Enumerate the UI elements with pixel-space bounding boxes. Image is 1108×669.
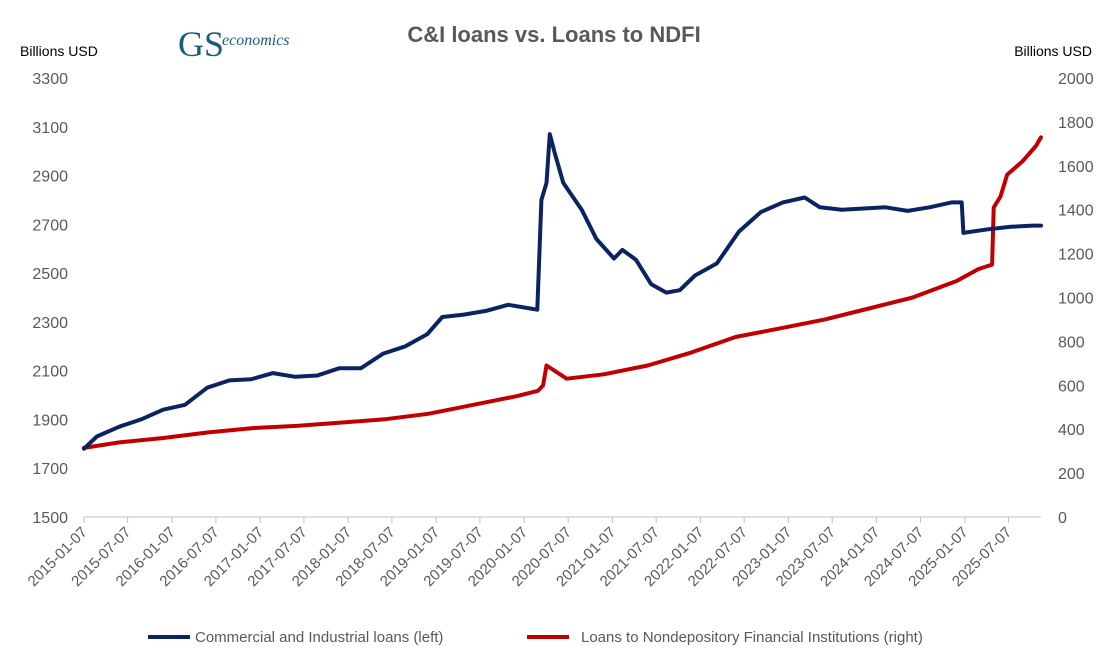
gs-economics-logo: GS economics: [178, 24, 290, 64]
left-y-tick-label: 2300: [32, 315, 68, 332]
series-line-cil: [82, 132, 1043, 451]
x-axis-ticks: 2015-01-072015-07-072016-01-072016-07-07…: [25, 517, 1015, 590]
left-y-tick-label: 3300: [32, 71, 68, 88]
right-y-tick-label: 1000: [1058, 291, 1094, 308]
right-y-tick-label: 0: [1058, 510, 1067, 527]
left-y-tick-label: 1700: [32, 461, 68, 478]
right-y-tick-label: 1600: [1058, 159, 1094, 176]
left-y-tick-label: 1500: [32, 510, 68, 527]
left-y-tick-label: 3100: [32, 120, 68, 137]
left-y-tick-label: 2900: [32, 169, 68, 186]
left-axis-unit: Billions USD: [20, 43, 98, 59]
right-y-tick-label: 400: [1058, 422, 1085, 439]
left-y-axis-ticks: 3300 3100 2900 2700 2500 2300 2100 1900 1700 1500: [32, 71, 68, 527]
right-y-tick-label: 600: [1058, 378, 1085, 395]
legend-label-cil: Commercial and Industrial loans (left): [195, 629, 443, 646]
right-axis-unit: Billions USD: [1014, 43, 1092, 59]
right-y-tick-label: 1200: [1058, 247, 1094, 264]
legend-label-ndfi: Loans to Nondepository Financial Institu…: [581, 629, 923, 646]
plot-area: [82, 132, 1043, 451]
logo-text: economics: [222, 32, 290, 49]
right-y-tick-label: 1800: [1058, 115, 1094, 132]
left-y-tick-label: 2700: [32, 217, 68, 234]
chart-title: C&I loans vs. Loans to NDFI: [407, 22, 700, 47]
legend: Commercial and Industrial loans (left) L…: [148, 629, 923, 646]
right-y-tick-label: 1400: [1058, 203, 1094, 220]
right-y-tick-label: 200: [1058, 466, 1085, 483]
left-y-tick-label: 2500: [32, 266, 68, 283]
left-y-tick-label: 1900: [32, 412, 68, 429]
right-y-tick-label: 2000: [1058, 71, 1094, 88]
series-line-ndfi: [82, 135, 1043, 450]
logo-mark: GS: [178, 24, 224, 64]
left-y-tick-label: 2100: [32, 364, 68, 381]
right-y-tick-label: 800: [1058, 334, 1085, 351]
